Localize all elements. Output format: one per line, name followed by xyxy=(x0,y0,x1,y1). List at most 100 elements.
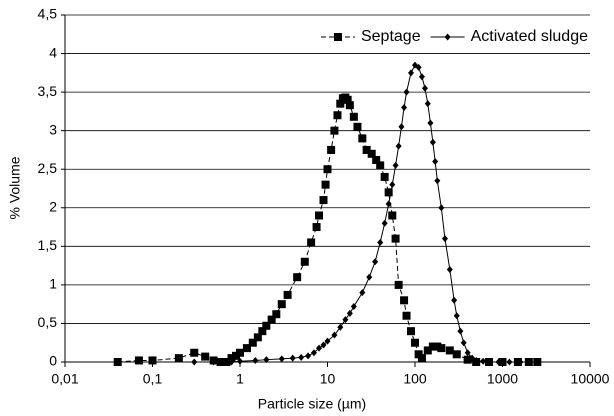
marker xyxy=(228,358,235,366)
marker xyxy=(473,356,480,364)
marker xyxy=(201,352,210,361)
marker xyxy=(452,350,461,359)
marker xyxy=(372,155,381,164)
marker xyxy=(277,300,286,309)
marker xyxy=(427,119,434,127)
x-tick-label: 1 xyxy=(236,371,244,387)
series-line xyxy=(117,96,538,363)
marker xyxy=(451,296,458,304)
marker xyxy=(359,289,366,297)
x-tick-label: 10 xyxy=(320,371,336,387)
marker xyxy=(388,211,397,220)
y-tick-label: 0,5 xyxy=(38,314,58,330)
marker xyxy=(148,356,157,365)
marker xyxy=(398,123,405,131)
marker xyxy=(506,358,513,366)
marker xyxy=(362,145,371,154)
marker xyxy=(433,342,442,351)
marker xyxy=(174,354,183,363)
x-tick-label: 0,1 xyxy=(143,371,163,387)
y-tick-label: 3 xyxy=(49,121,57,137)
marker xyxy=(191,358,198,366)
marker xyxy=(315,211,324,220)
marker xyxy=(421,84,428,92)
y-tick-label: 1 xyxy=(49,276,57,292)
marker xyxy=(346,309,353,317)
marker xyxy=(394,280,403,289)
marker xyxy=(525,358,532,366)
marker xyxy=(460,339,467,347)
marker xyxy=(366,273,373,281)
marker xyxy=(406,327,415,336)
marker xyxy=(392,161,399,169)
marker xyxy=(330,126,339,135)
marker xyxy=(321,180,330,189)
series-line xyxy=(194,64,538,363)
x-tick-label: 10000 xyxy=(571,371,610,387)
marker xyxy=(305,352,312,360)
marker xyxy=(307,238,316,247)
marker xyxy=(376,161,385,170)
marker xyxy=(438,204,445,212)
legend-marker xyxy=(444,33,451,41)
marker xyxy=(417,354,426,363)
marker xyxy=(289,354,296,362)
marker xyxy=(113,358,122,366)
marker xyxy=(415,63,422,71)
marker xyxy=(372,258,379,266)
y-tick-label: 4 xyxy=(49,44,57,60)
y-tick-label: 4,5 xyxy=(38,6,58,22)
marker xyxy=(253,333,262,342)
marker xyxy=(402,311,411,320)
marker xyxy=(384,188,393,197)
marker xyxy=(333,111,342,120)
marker xyxy=(263,356,270,364)
marker xyxy=(418,73,425,81)
marker xyxy=(320,341,327,349)
marker xyxy=(310,349,317,357)
marker xyxy=(190,348,199,357)
x-tick-label: 1000 xyxy=(487,371,518,387)
marker xyxy=(401,104,408,112)
legend-marker xyxy=(333,33,342,41)
marker xyxy=(411,338,419,347)
marker xyxy=(429,138,436,146)
marker xyxy=(400,296,409,305)
marker xyxy=(327,145,336,154)
marker xyxy=(432,158,439,166)
marker xyxy=(262,321,271,330)
marker xyxy=(367,149,376,158)
marker xyxy=(437,344,446,353)
marker xyxy=(324,337,331,345)
marker xyxy=(350,302,357,310)
marker xyxy=(446,265,453,273)
marker xyxy=(258,327,267,336)
marker xyxy=(464,349,471,357)
x-tick-label: 0,01 xyxy=(51,371,78,387)
marker xyxy=(391,234,400,243)
y-axis-title: % Volume xyxy=(7,156,23,219)
y-tick-label: 2 xyxy=(49,198,57,214)
marker xyxy=(480,357,487,365)
marker xyxy=(345,101,354,110)
marker xyxy=(445,346,454,355)
marker xyxy=(457,327,464,335)
marker xyxy=(242,344,251,353)
legend-label: Activated sludge xyxy=(471,28,589,45)
marker xyxy=(283,290,292,299)
marker xyxy=(403,88,410,96)
marker xyxy=(463,355,472,364)
marker xyxy=(236,348,244,357)
marker xyxy=(331,331,338,339)
marker xyxy=(272,310,281,319)
marker xyxy=(428,342,437,351)
marker xyxy=(231,351,240,360)
marker xyxy=(381,219,388,227)
marker xyxy=(407,69,414,77)
marker xyxy=(267,315,276,324)
y-tick-label: 3,5 xyxy=(38,83,58,99)
marker xyxy=(349,112,358,121)
marker xyxy=(534,358,541,366)
